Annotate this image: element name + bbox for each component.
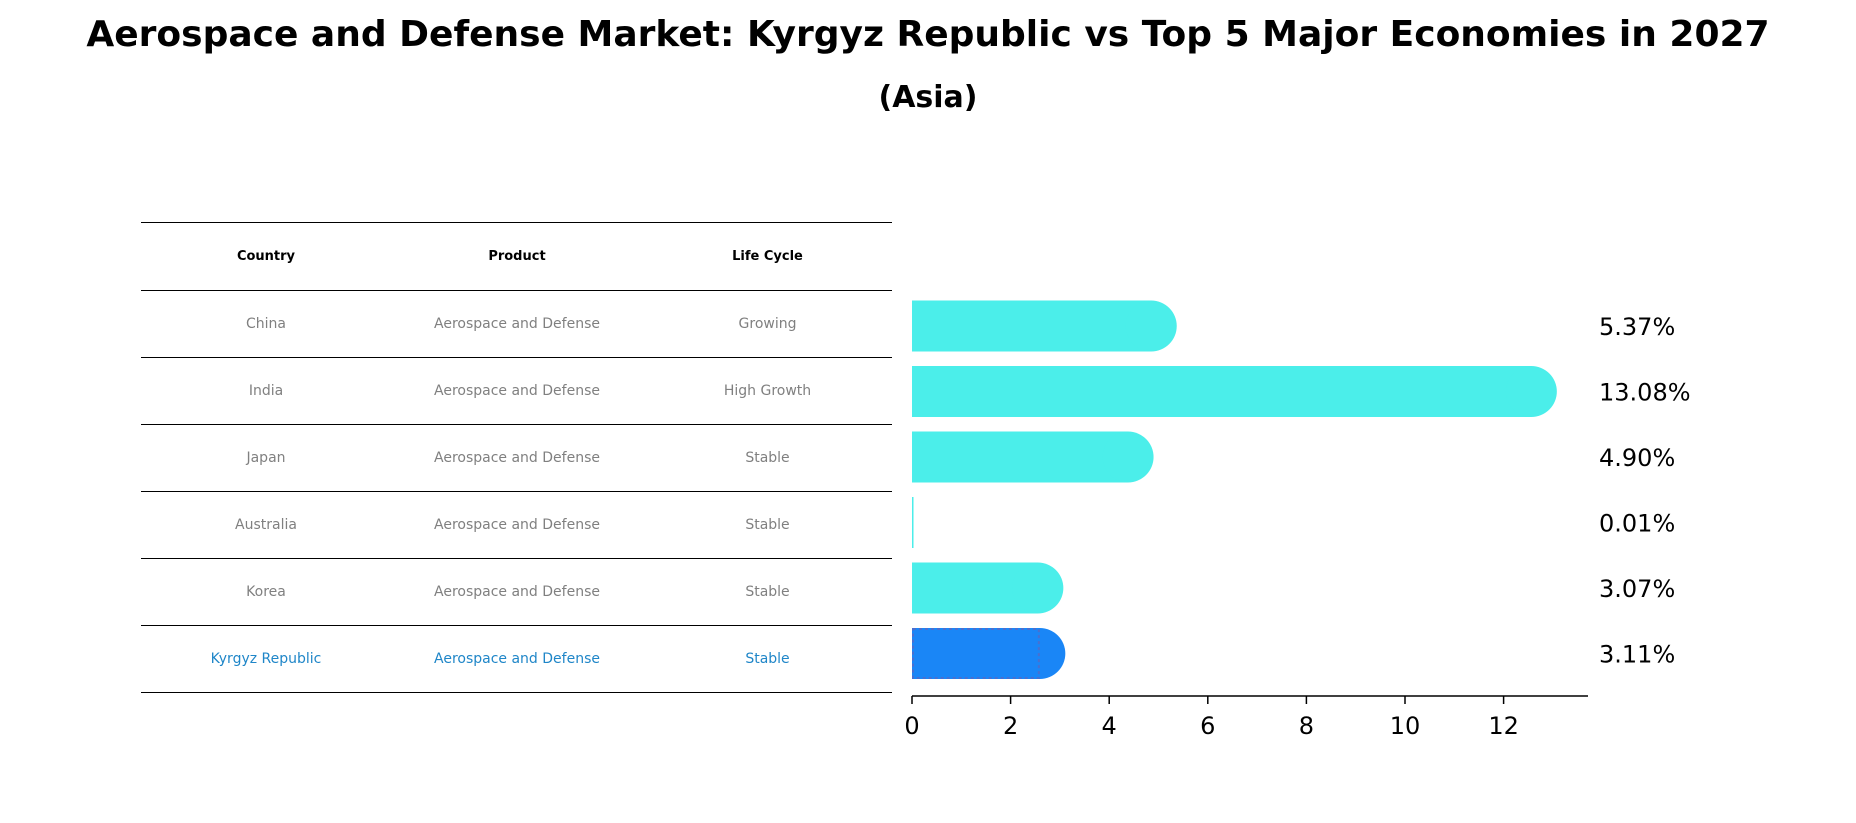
chart-subtitle: (Asia): [878, 80, 978, 115]
cell-country: China: [141, 290, 391, 358]
x-tick-label: 12: [1488, 712, 1519, 740]
value-label: 0.01%: [1599, 510, 1675, 538]
cell-country: Korea: [141, 558, 391, 626]
cell-life-cycle: High Growth: [643, 357, 892, 425]
cell-life-cycle: Growing: [643, 290, 892, 358]
bar-cap: [1125, 300, 1177, 352]
table-row: Australia Aerospace and Defense Stable: [141, 491, 892, 559]
bar-india: [912, 366, 1532, 417]
bar-highlight-outline: [912, 628, 1040, 679]
value-label: 13.08%: [1599, 379, 1691, 407]
value-label: 5.37%: [1599, 313, 1675, 341]
cell-life-cycle: Stable: [643, 558, 892, 626]
x-tick-label: 10: [1390, 712, 1421, 740]
bar-cap: [1102, 431, 1154, 483]
table-row: Korea Aerospace and Defense Stable: [141, 558, 892, 626]
x-tick-label: 4: [1102, 712, 1117, 740]
bar-japan: [912, 431, 1129, 483]
header-product: Product: [391, 222, 643, 291]
x-tick-label: 2: [1003, 712, 1018, 740]
table-row-highlight: Kyrgyz Republic Aerospace and Defense St…: [141, 625, 892, 693]
table-row: Japan Aerospace and Defense Stable: [141, 424, 892, 492]
header-country: Country: [141, 222, 391, 291]
cell-country: India: [141, 357, 391, 425]
value-label: 4.90%: [1599, 444, 1675, 472]
value-label: 3.07%: [1599, 575, 1675, 603]
cell-life-cycle: Stable: [643, 424, 892, 492]
bar-cap: [1012, 562, 1064, 614]
x-tick-label: 0: [904, 712, 919, 740]
value-label: 3.11%: [1599, 641, 1675, 669]
cell-country: Kyrgyz Republic: [141, 625, 391, 693]
chart-title: Aerospace and Defense Market: Kyrgyz Rep…: [86, 14, 1770, 55]
cell-product: Aerospace and Defense: [391, 491, 643, 559]
x-tick-label: 8: [1299, 712, 1314, 740]
cell-life-cycle: Stable: [643, 625, 892, 693]
cell-product: Aerospace and Defense: [391, 558, 643, 626]
info-table: Country Product Life Cycle China Aerospa…: [141, 222, 892, 693]
table-row: India Aerospace and Defense High Growth: [141, 357, 892, 425]
table-header-row: Country Product Life Cycle: [141, 222, 892, 291]
bar-cap: [1505, 366, 1557, 417]
cell-life-cycle: Stable: [643, 491, 892, 559]
cell-product: Aerospace and Defense: [391, 357, 643, 425]
header-life-cycle: Life Cycle: [643, 222, 892, 291]
cell-product: Aerospace and Defense: [391, 290, 643, 358]
bar-australia: [912, 497, 914, 548]
cell-country: Australia: [141, 491, 391, 559]
cell-product: Aerospace and Defense: [391, 424, 643, 492]
cell-product: Aerospace and Defense: [391, 625, 643, 693]
table-row: China Aerospace and Defense Growing: [141, 290, 892, 358]
cell-country: Japan: [141, 424, 391, 492]
x-tick-label: 6: [1200, 712, 1215, 740]
bar-china: [912, 300, 1152, 352]
